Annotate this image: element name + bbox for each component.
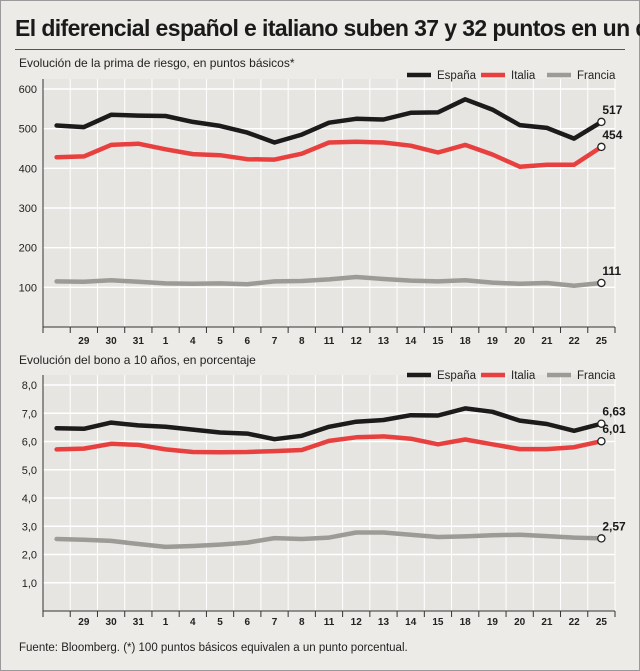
x-tick-label: 20 <box>514 336 526 347</box>
x-tick-label: 14 <box>405 617 417 628</box>
legend-label-francia: Francia <box>577 70 616 82</box>
x-tick-label: 11 <box>324 336 335 347</box>
x-tick-label: 15 <box>432 617 444 628</box>
x-tick-label: 20 <box>514 617 526 628</box>
end-marker-espana <box>597 117 606 127</box>
x-tick-label: 1 <box>163 617 169 628</box>
y-tick-label: 2,0 <box>22 550 37 562</box>
x-tick-label: 13 <box>378 617 390 628</box>
page-title: El diferencial español e italiano suben … <box>15 15 640 41</box>
y-tick-label: 200 <box>19 243 37 255</box>
x-tick-label: 1 <box>163 336 169 347</box>
end-marker-francia <box>597 534 606 543</box>
x-tick-label: 21 <box>541 336 553 347</box>
end-marker-italia <box>597 142 606 152</box>
x-tick-label: 19 <box>487 336 499 347</box>
y-tick-label: 7,0 <box>22 408 37 420</box>
end-marker-italia <box>597 436 606 446</box>
x-tick-label: 7 <box>272 336 278 347</box>
x-tick-label: 12 <box>351 336 363 347</box>
x-tick-label: 5 <box>217 336 223 347</box>
title-divider <box>15 49 625 50</box>
plot-area <box>43 375 615 611</box>
legend-label-italia: Italia <box>511 70 536 82</box>
x-tick-label: 14 <box>405 336 417 347</box>
legend-label-francia: Francia <box>577 370 616 382</box>
x-tick-label: 29 <box>78 336 90 347</box>
x-tick-label: 25 <box>596 617 608 628</box>
x-tick-label: 30 <box>106 336 118 347</box>
y-tick-label: 8,0 <box>22 380 37 392</box>
x-tick-label: 31 <box>133 617 145 628</box>
end-value-label-francia: 2,57 <box>602 519 626 533</box>
x-tick-label: 8 <box>299 336 305 347</box>
end-value-label-italia: 454 <box>602 128 622 142</box>
x-tick-label: 5 <box>217 617 223 628</box>
chart-1-subtitle: Evolución de la prima de riesgo, en punt… <box>19 56 295 70</box>
x-tick-label: 4 <box>190 336 196 347</box>
end-value-label-espana: 517 <box>602 103 622 117</box>
y-tick-label: 6,0 <box>22 437 37 449</box>
y-tick-label: 400 <box>19 163 37 175</box>
x-tick-label: 7 <box>272 617 278 628</box>
x-tick-label: 4 <box>190 617 196 628</box>
y-tick-label: 5,0 <box>22 465 37 477</box>
y-tick-label: 500 <box>19 124 37 136</box>
source-footnote: Fuente: Bloomberg. (*) 100 puntos básico… <box>19 642 408 654</box>
x-tick-label: 6 <box>245 336 251 347</box>
x-tick-label: 18 <box>460 617 472 628</box>
x-tick-label: 6 <box>245 617 251 628</box>
x-tick-label: 13 <box>378 336 390 347</box>
y-tick-label: 300 <box>19 203 37 215</box>
x-tick-label: 8 <box>299 617 305 628</box>
y-tick-label: 600 <box>19 84 37 96</box>
y-tick-label: 4,0 <box>22 493 37 505</box>
x-tick-label: 18 <box>460 336 472 347</box>
y-tick-label: 1,0 <box>22 578 37 590</box>
y-tick-label: 100 <box>19 282 37 294</box>
end-value-label-francia: 111 <box>602 264 621 278</box>
x-tick-label: 15 <box>432 336 444 347</box>
x-tick-label: 21 <box>541 617 553 628</box>
x-tick-label: 11 <box>324 617 335 628</box>
legend-label-espana: España <box>437 370 477 382</box>
x-tick-label: 12 <box>351 617 363 628</box>
legend-label-italia: Italia <box>511 370 536 382</box>
end-marker-espana <box>597 419 606 428</box>
end-value-label-espana: 6,63 <box>602 405 626 419</box>
y-tick-label: 3,0 <box>22 521 37 533</box>
legend-label-espana: España <box>437 70 477 82</box>
x-tick-label: 30 <box>106 617 118 628</box>
end-value-label-italia: 6,01 <box>602 422 626 436</box>
x-tick-label: 31 <box>133 336 145 347</box>
x-tick-label: 25 <box>596 336 608 347</box>
x-tick-label: 22 <box>569 336 581 347</box>
bond-yield-chart: 1,02,03,04,05,06,07,08,029 30 31 1 4 5 6 7 8 11 12… <box>22 370 626 628</box>
chart-2-subtitle: Evolución del bono a 10 años, en porcent… <box>19 353 256 367</box>
x-tick-label: 22 <box>569 617 581 628</box>
end-marker-francia <box>597 278 606 288</box>
x-tick-label: 19 <box>487 617 499 628</box>
x-tick-label: 29 <box>78 617 90 628</box>
